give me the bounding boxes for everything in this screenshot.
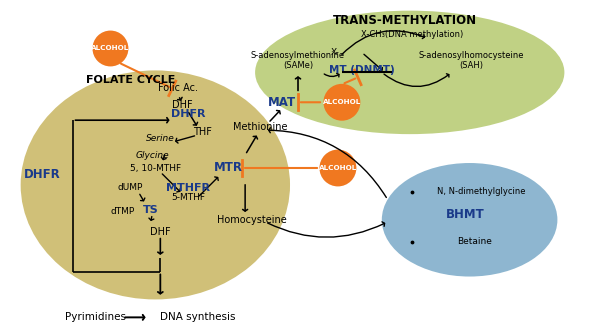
Text: DNA synthesis: DNA synthesis	[160, 312, 236, 322]
Text: ALCOHOL: ALCOHOL	[319, 165, 357, 171]
Text: BHMT: BHMT	[446, 208, 485, 221]
Ellipse shape	[255, 11, 565, 134]
Text: Glycine: Glycine	[136, 151, 169, 160]
Text: Serine: Serine	[146, 134, 175, 143]
Text: S-adenosylhomocysteine
(SAH): S-adenosylhomocysteine (SAH)	[419, 51, 524, 70]
Text: MT (DNMT): MT (DNMT)	[329, 65, 395, 75]
Text: DHFR: DHFR	[171, 109, 206, 119]
Text: Methionine: Methionine	[233, 122, 287, 132]
Circle shape	[92, 31, 128, 66]
Ellipse shape	[382, 163, 557, 276]
Text: Pyrimidines: Pyrimidines	[65, 312, 126, 322]
Text: DHF: DHF	[172, 100, 193, 110]
Text: N, N-dimethylglycine: N, N-dimethylglycine	[437, 187, 526, 196]
Text: Betaine: Betaine	[457, 237, 492, 246]
Text: Homocysteine: Homocysteine	[217, 215, 287, 225]
Text: THF: THF	[193, 127, 212, 137]
Text: Folic Ac.: Folic Ac.	[158, 83, 198, 93]
Text: MTHFR: MTHFR	[166, 183, 210, 193]
Text: DHFR: DHFR	[24, 168, 61, 181]
Text: MTR: MTR	[214, 162, 242, 174]
Text: ALCOHOL: ALCOHOL	[91, 46, 130, 52]
Text: X-CH₃(DNA methylation): X-CH₃(DNA methylation)	[361, 30, 463, 39]
Text: dTMP: dTMP	[110, 207, 134, 216]
Ellipse shape	[20, 70, 290, 299]
Text: FOLATE CYCLE: FOLATE CYCLE	[86, 75, 175, 85]
Circle shape	[323, 84, 361, 121]
Text: S-adenosylmethionine
(SAMe): S-adenosylmethionine (SAMe)	[251, 51, 345, 70]
Text: DHF: DHF	[150, 227, 170, 237]
Text: TRANS-METHYLATION: TRANS-METHYLATION	[332, 14, 477, 27]
Text: 5-MTHF: 5-MTHF	[171, 193, 205, 202]
Text: dUMP: dUMP	[118, 183, 143, 192]
Circle shape	[319, 150, 356, 186]
Text: MAT: MAT	[268, 96, 296, 109]
Text: X-: X-	[331, 48, 340, 57]
Text: TS: TS	[142, 205, 158, 215]
Text: ALCOHOL: ALCOHOL	[323, 99, 361, 105]
Text: 5, 10-MTHF: 5, 10-MTHF	[130, 165, 181, 173]
